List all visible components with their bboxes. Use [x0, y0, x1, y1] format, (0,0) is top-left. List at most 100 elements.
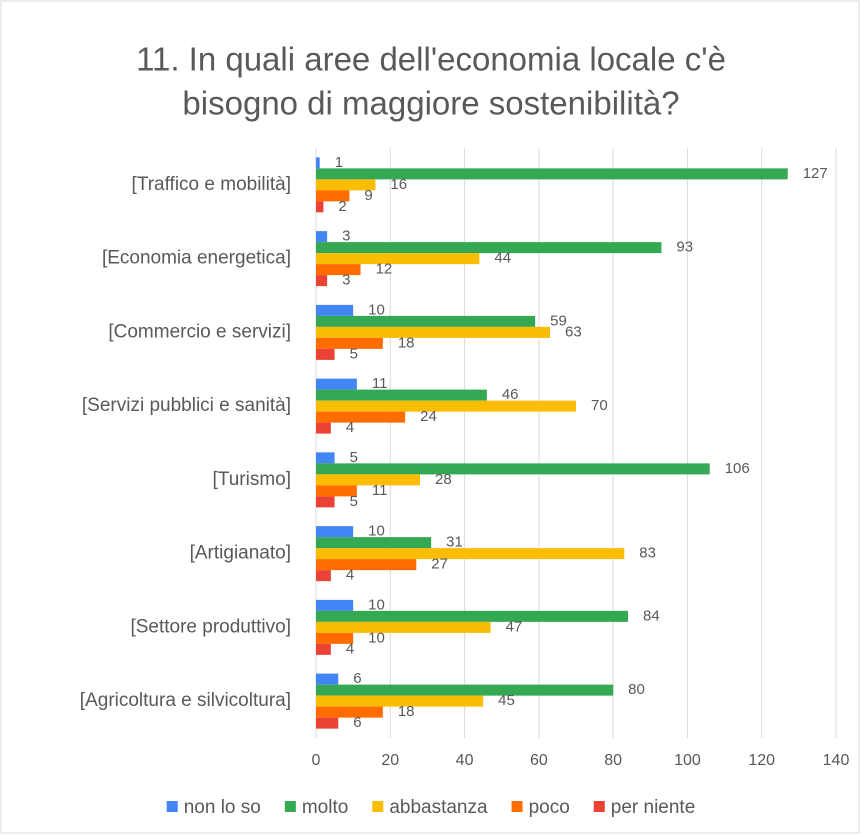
data-label: 5: [350, 345, 358, 362]
bar: [316, 389, 487, 401]
data-label: 18: [398, 703, 415, 720]
data-label: 47: [506, 618, 523, 635]
data-label: 4: [346, 419, 354, 436]
data-label: 9: [364, 187, 372, 204]
bar: [316, 157, 320, 169]
bar: [316, 242, 662, 254]
bar: [316, 537, 432, 549]
bar: [316, 264, 361, 276]
bar: [316, 570, 331, 582]
data-label: 10: [368, 629, 385, 646]
data-label: 4: [346, 567, 354, 584]
bar: [316, 485, 357, 497]
data-label: 2: [338, 198, 346, 215]
y-tick-label: [Agricoltura e silvicoltura]: [80, 690, 291, 711]
data-label: 46: [502, 386, 519, 403]
y-tick-label: [Artigianato]: [190, 543, 291, 564]
data-label: 63: [565, 323, 582, 340]
data-label: 5: [350, 449, 358, 466]
bar: [316, 315, 536, 327]
bar: [316, 599, 354, 611]
y-tick-label: [Settore produttivo]: [130, 616, 291, 637]
bar: [316, 190, 350, 202]
bar: [316, 179, 376, 191]
x-tick-label: 60: [530, 752, 548, 769]
data-label: 12: [376, 261, 393, 278]
bar: [316, 253, 480, 265]
data-label: 45: [498, 692, 515, 709]
bar: [316, 548, 625, 560]
legend-swatch: [593, 801, 605, 812]
y-tick-label: [Traffico e mobilità]: [132, 174, 291, 195]
bar: [316, 706, 383, 718]
x-tick-label: 40: [456, 752, 474, 769]
data-label: 27: [431, 556, 448, 573]
bar: [316, 201, 324, 213]
data-label: 6: [353, 670, 361, 687]
data-label: 4: [346, 640, 354, 657]
data-label: 11: [372, 482, 388, 499]
bar: [316, 474, 420, 486]
data-label: 106: [725, 460, 750, 477]
data-label: 93: [676, 239, 693, 256]
data-label: 11: [372, 375, 388, 392]
bar: [316, 304, 354, 316]
legend-label: molto: [302, 797, 348, 818]
legend-swatch: [284, 801, 296, 812]
bar: [316, 326, 550, 338]
bar: [316, 452, 335, 464]
bar: [316, 695, 484, 707]
legend-swatch: [511, 801, 523, 812]
x-tick-label: 20: [381, 752, 399, 769]
data-label: 44: [494, 250, 511, 267]
bar: [316, 411, 406, 423]
data-label: 84: [643, 607, 660, 624]
data-label: 127: [803, 165, 828, 182]
data-label: 28: [435, 471, 452, 488]
bar: [316, 400, 576, 412]
data-label: 18: [398, 334, 415, 351]
y-tick-label: [Economia energetica]: [102, 248, 291, 269]
x-tick-label: 0: [312, 752, 321, 769]
bar: [316, 422, 331, 434]
bar: [316, 621, 491, 633]
data-label: 16: [390, 176, 407, 193]
y-tick-label: [Commercio e servizi]: [108, 321, 291, 342]
data-label: 31: [446, 534, 463, 551]
legend-label: poco: [529, 797, 570, 818]
data-label: 3: [342, 272, 350, 289]
bar: [316, 559, 417, 571]
data-label: 59: [550, 312, 567, 329]
bar: [316, 348, 335, 360]
bar: [316, 275, 328, 287]
x-tick-label: 140: [823, 752, 850, 769]
data-label: 10: [368, 523, 385, 540]
data-label: 5: [350, 493, 358, 510]
y-tick-label: [Turismo]: [213, 469, 291, 490]
bar: [316, 643, 331, 655]
y-tick-label: [Servizi pubblici e sanità]: [82, 395, 291, 416]
x-tick-label: 80: [604, 752, 622, 769]
bar: [316, 496, 335, 508]
chart-title: 11. In quali aree dell'economia locale c…: [136, 41, 726, 78]
legend-label: abbastanza: [389, 797, 488, 818]
data-label: 10: [368, 301, 385, 318]
bar: [316, 231, 328, 243]
bar: [316, 526, 354, 538]
x-tick-label: 100: [674, 752, 701, 769]
legend-label: per niente: [611, 797, 696, 818]
data-label: 83: [639, 545, 656, 562]
bar: [316, 378, 357, 390]
bar: [316, 610, 628, 622]
bar: [316, 717, 339, 729]
data-label: 80: [628, 681, 645, 698]
data-label: 10: [368, 596, 385, 613]
bar: [316, 463, 710, 475]
legend-swatch: [372, 801, 384, 812]
bar: [316, 684, 614, 696]
bar: [316, 337, 383, 349]
data-label: 6: [353, 714, 361, 731]
data-label: 70: [591, 397, 608, 414]
legend-swatch: [166, 801, 178, 812]
